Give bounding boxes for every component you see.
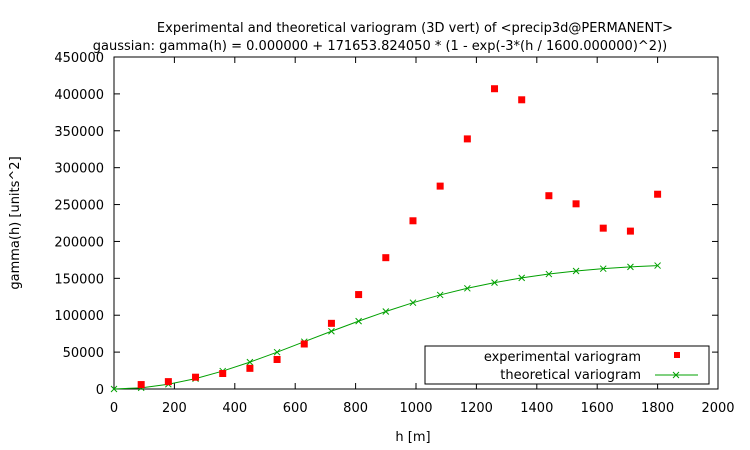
theoretical-point <box>273 348 281 356</box>
chart-subtitle: gaussian: gamma(h) = 0.000000 + 171653.8… <box>93 39 667 54</box>
experimental-point <box>626 227 634 235</box>
theoretical-point <box>355 317 362 325</box>
experimental-point <box>327 319 335 327</box>
theoretical-point <box>627 263 634 271</box>
x-tick-label: 1600 <box>581 401 614 416</box>
experimental-point <box>246 364 254 372</box>
experimental-point <box>518 96 526 104</box>
experimental-point <box>409 217 417 225</box>
theoretical-point <box>328 327 335 335</box>
experimental-point <box>463 135 471 143</box>
x-tick-label: 600 <box>283 401 308 416</box>
y-tick-label: 350000 <box>54 125 104 140</box>
y-tick-label: 450000 <box>54 51 104 66</box>
theoretical-point <box>246 358 254 366</box>
y-tick-label: 200000 <box>54 235 104 250</box>
y-tick-label: 150000 <box>54 272 104 287</box>
experimental-point <box>599 224 607 232</box>
theoretical-point <box>545 270 553 278</box>
experimental-point <box>219 370 227 378</box>
x-tick-label: 2000 <box>701 401 734 416</box>
theoretical-point <box>518 274 526 282</box>
legend: experimental variogram theoretical vario… <box>424 345 710 385</box>
theoretical-point <box>654 262 661 269</box>
x-tick-label: 0 <box>110 401 118 416</box>
legend-marker-theoretical <box>672 371 680 379</box>
experimental-point <box>164 378 172 386</box>
x-tick-label: 1400 <box>520 401 553 416</box>
experimental-point <box>355 291 363 299</box>
legend-label-experimental: experimental variogram <box>484 350 641 365</box>
y-axis-ticks: 0 50000 100000 150000 200000 250000 300000 3500… <box>54 51 718 398</box>
x-tick-label: 400 <box>222 401 247 416</box>
legend-label-theoretical: theoretical variogram <box>500 368 641 383</box>
x-tick-label: 800 <box>343 401 368 416</box>
experimental-point <box>545 192 553 200</box>
experimental-point <box>572 200 580 208</box>
series-experimental-variogram <box>137 85 662 389</box>
legend-box <box>424 345 710 385</box>
x-tick-label: 1200 <box>460 401 493 416</box>
legend-marker-experimental <box>674 352 680 358</box>
experimental-point <box>654 190 662 198</box>
experimental-point <box>192 373 200 381</box>
y-tick-label: 250000 <box>54 199 104 214</box>
theoretical-point <box>572 267 580 275</box>
x-axis-label: h [m] <box>395 430 430 445</box>
y-tick-label: 0 <box>96 383 104 398</box>
y-tick-label: 300000 <box>54 162 104 177</box>
experimental-point <box>491 85 499 93</box>
experimental-point <box>273 355 281 363</box>
theoretical-point <box>110 385 118 393</box>
theoretical-point <box>599 265 607 273</box>
experimental-point <box>300 340 308 348</box>
x-axis-ticks: 0 200 400 600 800 1000 1200 1400 1600 1800 2000 <box>110 57 735 416</box>
theoretical-point <box>491 279 498 286</box>
x-tick-label: 1800 <box>641 401 674 416</box>
chart-title: Experimental and theoretical variogram (… <box>157 21 673 36</box>
experimental-point <box>382 254 390 262</box>
y-tick-label: 50000 <box>63 346 104 361</box>
y-tick-label: 400000 <box>54 88 104 103</box>
y-tick-label: 100000 <box>54 309 104 324</box>
theoretical-point <box>409 299 417 307</box>
experimental-point <box>137 381 145 389</box>
theoretical-point <box>436 291 444 299</box>
y-axis-label: gamma(h) [units^2] <box>8 156 23 289</box>
x-tick-label: 1000 <box>399 401 432 416</box>
theoretical-point <box>382 308 390 315</box>
x-tick-label: 200 <box>162 401 187 416</box>
theoretical-point <box>463 284 471 292</box>
experimental-point <box>436 182 444 190</box>
